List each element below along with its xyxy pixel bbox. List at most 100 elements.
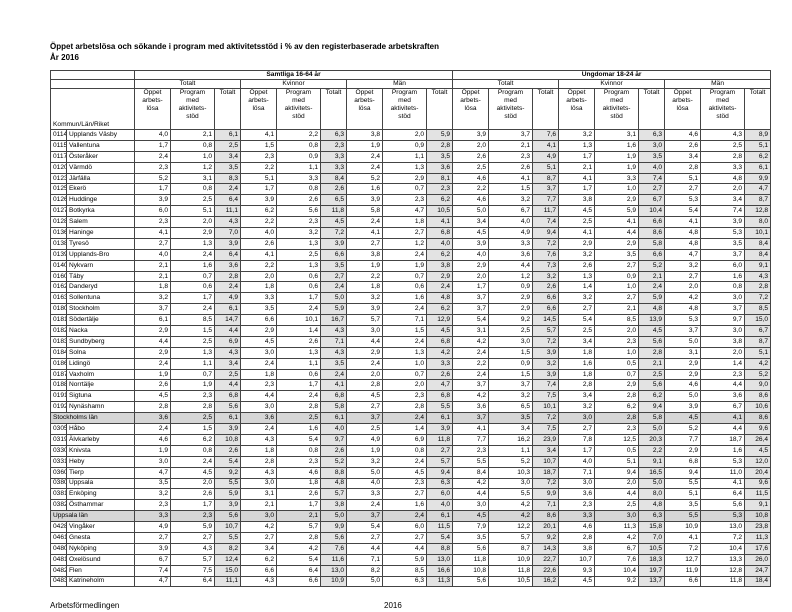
cell-value: 3,9 xyxy=(346,194,383,207)
cell-value: 4,2 xyxy=(744,357,772,370)
cell-value: 1,8 xyxy=(276,477,321,490)
cell-value: 2,4 xyxy=(638,281,666,294)
cell-value: 5,7 xyxy=(320,488,347,501)
cell-value: 2,3 xyxy=(382,390,427,403)
column-header-line: aktivitets- xyxy=(178,105,207,112)
cell-value: 15,8 xyxy=(638,521,666,533)
cell-value: 4,1 xyxy=(664,531,702,544)
data-row: 0139 Upplands-Bro 4,0 2,4 6,4 4,1 2,5 6,6 3,8 2,4… xyxy=(50,248,772,261)
cell-value: 5,8 xyxy=(638,237,666,250)
cell-value: 3,6 xyxy=(700,390,746,403)
cell-value: 2,5 xyxy=(214,139,241,152)
cell-value: 1,8 xyxy=(240,444,277,457)
cell-value: 2,1 xyxy=(594,303,640,316)
cell-value: 5,9 xyxy=(638,292,666,305)
row-name: Uppsala län xyxy=(50,510,135,523)
cell-value: 8,6 xyxy=(744,412,772,425)
row-name: Flen xyxy=(66,564,135,577)
column-header-line: stöd xyxy=(504,113,517,120)
column-header-line: arbets- xyxy=(460,97,481,104)
cell-value: 3,3 xyxy=(594,172,640,185)
cell-value: 5,0 xyxy=(346,466,383,479)
cell-value: 2,2 xyxy=(452,357,490,370)
cell-value: 14,7 xyxy=(214,314,241,327)
cell-value: 1,8 xyxy=(240,368,277,381)
column-header-line: arbets- xyxy=(248,97,269,104)
cell-value: 6,4 xyxy=(214,194,241,207)
header-blank xyxy=(240,121,277,130)
cell-value: 4,1 xyxy=(488,172,534,185)
cell-value: 6,3 xyxy=(638,129,666,141)
data-row: 0123 Järfälla 5,2 3,1 8,3 5,1 3,3 8,4 5,2 2,9 8,1 4… xyxy=(50,172,772,185)
row-code: 0160 xyxy=(50,270,67,283)
column-header: Öppet arbets-lösa xyxy=(452,88,490,121)
cell-value: 2,3 xyxy=(594,335,640,348)
cell-value: 4,0 xyxy=(425,237,454,250)
cell-value: 9,4 xyxy=(664,466,702,479)
cell-value: 2,0 xyxy=(452,139,490,152)
cell-value: 2,9 xyxy=(594,194,640,207)
data-row: 0184 Solna 2,9 1,3 4,3 3,0 1,3 4,3 2,9 1,3 4,2 2,4 1… xyxy=(50,346,772,359)
cell-value: 3,5 xyxy=(425,150,454,163)
cell-value: 10,7 xyxy=(558,553,596,566)
cell-value: 1,7 xyxy=(134,183,171,196)
cell-value: 0,7 xyxy=(170,270,215,283)
cell-value: 9,0 xyxy=(744,379,772,392)
cell-value: 2,4 xyxy=(452,346,490,359)
data-row: 0191 Sigtuna 4,5 2,3 6,8 4,4 2,4 6,8 4,5 2,3 6,8 4,… xyxy=(50,390,772,403)
cell-value: 2,3 xyxy=(558,499,596,512)
cell-value: 4,0 xyxy=(320,423,347,435)
cell-value: 8,2 xyxy=(346,564,383,577)
data-row: 0115 Vallentuna 1,7 0,8 2,5 1,5 0,8 2,3 1,9 0,9 2,… xyxy=(50,139,772,152)
cell-value: 5,0 xyxy=(638,423,666,435)
subgroup-header: Män xyxy=(664,79,772,89)
cell-value: 1,7 xyxy=(558,150,596,163)
cell-value: 4,3 xyxy=(320,325,347,337)
cell-value: 3,9 xyxy=(664,401,702,414)
cell-value: 3,7 xyxy=(700,248,746,261)
cell-value: 1,3 xyxy=(276,259,321,272)
cell-value: 0,5 xyxy=(594,444,640,457)
cell-value: 1,3 xyxy=(170,237,215,250)
row-name: Huddinge xyxy=(66,194,135,207)
cell-value: 2,4 xyxy=(382,303,427,316)
column-header: Totalt xyxy=(425,88,454,121)
cell-value: 2,8 xyxy=(558,379,596,392)
cell-value: 2,8 xyxy=(276,531,321,544)
cell-value: 4,2 xyxy=(452,335,490,348)
cell-value: 2,5 xyxy=(700,139,746,152)
cell-value: 11,8 xyxy=(320,205,347,218)
cell-value: 4,8 xyxy=(320,477,347,490)
cell-value: 3,7 xyxy=(488,129,534,141)
cell-value: 4,5 xyxy=(664,412,702,425)
cell-value: 2,3 xyxy=(320,139,347,152)
cell-value: 7,6 xyxy=(594,553,640,566)
cell-value: 3,2 xyxy=(276,227,321,239)
column-header: Program med aktivitets-stöd xyxy=(594,88,640,121)
cell-value: 1,0 xyxy=(382,357,427,370)
cell-value: 5,7 xyxy=(170,553,215,566)
cell-value: 6,3 xyxy=(638,510,666,523)
cell-value: 9,1 xyxy=(744,499,772,512)
cell-value: 0,8 xyxy=(170,139,215,152)
column-header-line: Program xyxy=(285,89,312,96)
cell-value: 1,1 xyxy=(276,161,321,174)
cell-value: 8,5 xyxy=(744,303,772,316)
cell-value: 5,4 xyxy=(276,553,321,566)
cell-value: 3,8 xyxy=(700,335,746,348)
row-name: Värmdö xyxy=(66,161,135,174)
cell-value: 3,2 xyxy=(346,292,383,305)
cell-value: 7,4 xyxy=(532,379,560,392)
cell-value: 3,5 xyxy=(488,412,534,425)
cell-value: 1,0 xyxy=(594,346,640,359)
cell-value: 4,8 xyxy=(638,499,666,512)
cell-value: 2,4 xyxy=(134,357,171,370)
cell-value: 4,7 xyxy=(425,379,454,392)
cell-value: 3,2 xyxy=(532,357,560,370)
row-name: Nyköping xyxy=(66,542,135,555)
cell-value: 2,5 xyxy=(170,194,215,207)
row-name: Oxelösund xyxy=(66,553,135,566)
cell-value: 2,5 xyxy=(488,325,534,337)
cell-value: 7,8 xyxy=(558,433,596,446)
cell-value: 5,8 xyxy=(346,205,383,218)
